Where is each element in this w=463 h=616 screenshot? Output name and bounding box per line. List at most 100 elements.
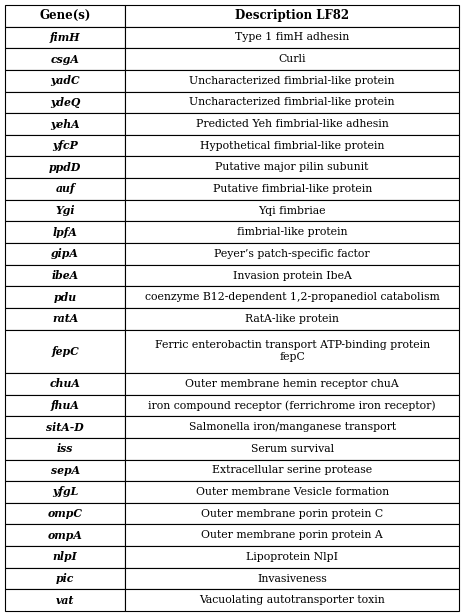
Text: ppdD: ppdD: [49, 162, 81, 173]
Text: ompC: ompC: [48, 508, 82, 519]
Text: Peyer’s patch-specific factor: Peyer’s patch-specific factor: [214, 249, 369, 259]
Text: gipA: gipA: [51, 248, 79, 259]
Text: sepA: sepA: [50, 465, 80, 476]
Bar: [5, 70, 125, 92]
Text: iron compound receptor (ferrichrome iron receptor): iron compound receptor (ferrichrome iron…: [148, 400, 435, 411]
Bar: [125, 568, 458, 590]
Text: Predicted Yeh fimbrial-like adhesin: Predicted Yeh fimbrial-like adhesin: [195, 119, 388, 129]
Bar: [125, 243, 458, 265]
Text: Invasion protein IbeA: Invasion protein IbeA: [232, 270, 351, 280]
Text: auf: auf: [55, 184, 75, 195]
Bar: [125, 221, 458, 243]
Text: yadC: yadC: [50, 75, 80, 86]
Text: yfgL: yfgL: [52, 487, 78, 498]
Text: Outer membrane porin protein C: Outer membrane porin protein C: [200, 509, 382, 519]
Text: Hypothetical fimbrial-like protein: Hypothetical fimbrial-like protein: [200, 140, 383, 151]
Bar: [5, 92, 125, 113]
Text: nlpI: nlpI: [53, 551, 77, 562]
Text: sitA-D: sitA-D: [46, 421, 84, 432]
Bar: [125, 286, 458, 308]
Bar: [125, 92, 458, 113]
Bar: [5, 481, 125, 503]
Text: fimH: fimH: [50, 32, 80, 43]
Text: Outer membrane hemin receptor chuA: Outer membrane hemin receptor chuA: [185, 379, 398, 389]
Text: Outer membrane porin protein A: Outer membrane porin protein A: [201, 530, 382, 540]
Bar: [5, 48, 125, 70]
Bar: [125, 200, 458, 221]
Text: pic: pic: [56, 573, 74, 584]
Text: Salmonella iron/manganese transport: Salmonella iron/manganese transport: [188, 422, 395, 432]
Text: Uncharacterized fimbrial-like protein: Uncharacterized fimbrial-like protein: [189, 97, 394, 107]
Text: coenzyme B12-dependent 1,2-propanediol catabolism: coenzyme B12-dependent 1,2-propanediol c…: [144, 292, 438, 302]
Bar: [125, 416, 458, 438]
Text: Description LF82: Description LF82: [235, 9, 349, 22]
Text: Putative major pilin subunit: Putative major pilin subunit: [215, 163, 368, 172]
Text: Lipoprotein NlpI: Lipoprotein NlpI: [246, 552, 338, 562]
Bar: [5, 221, 125, 243]
Text: Putative fimbrial-like protein: Putative fimbrial-like protein: [212, 184, 371, 194]
Text: Vacuolating autotransporter toxin: Vacuolating autotransporter toxin: [199, 595, 384, 605]
Bar: [125, 265, 458, 286]
Bar: [5, 416, 125, 438]
Bar: [125, 395, 458, 416]
Bar: [125, 48, 458, 70]
Text: Ferric enterobactin transport ATP-binding protein: Ferric enterobactin transport ATP-bindin…: [154, 340, 429, 351]
Text: Uncharacterized fimbrial-like protein: Uncharacterized fimbrial-like protein: [189, 76, 394, 86]
Bar: [125, 156, 458, 178]
Text: yehA: yehA: [50, 118, 80, 129]
Bar: [125, 26, 458, 48]
Bar: [5, 178, 125, 200]
Bar: [125, 70, 458, 92]
Bar: [5, 395, 125, 416]
Bar: [5, 156, 125, 178]
Text: Extracellular serine protease: Extracellular serine protease: [212, 465, 371, 476]
Bar: [5, 524, 125, 546]
Text: fhuA: fhuA: [50, 400, 80, 411]
Bar: [125, 460, 458, 481]
Bar: [125, 308, 458, 330]
Text: Gene(s): Gene(s): [39, 9, 91, 22]
Bar: [125, 524, 458, 546]
Text: iss: iss: [57, 443, 73, 454]
Text: Yqi fimbriae: Yqi fimbriae: [258, 206, 325, 216]
Bar: [125, 503, 458, 524]
Bar: [5, 438, 125, 460]
Text: lpfA: lpfA: [53, 227, 77, 238]
Bar: [125, 546, 458, 568]
Bar: [125, 590, 458, 611]
Text: Invasiveness: Invasiveness: [257, 573, 326, 583]
Text: Ygi: Ygi: [55, 205, 75, 216]
Text: Serum survival: Serum survival: [250, 444, 333, 453]
Bar: [5, 330, 125, 373]
Text: fimbrial-like protein: fimbrial-like protein: [237, 227, 347, 237]
Text: Curli: Curli: [278, 54, 305, 64]
Text: yfcP: yfcP: [52, 140, 78, 151]
Text: vat: vat: [56, 594, 74, 606]
Bar: [5, 265, 125, 286]
Bar: [5, 460, 125, 481]
Text: chuA: chuA: [50, 378, 81, 389]
Bar: [5, 590, 125, 611]
Bar: [5, 568, 125, 590]
Bar: [5, 308, 125, 330]
Bar: [5, 26, 125, 48]
Bar: [5, 113, 125, 135]
Bar: [5, 546, 125, 568]
Text: fepC: fepC: [51, 346, 79, 357]
Bar: [125, 481, 458, 503]
Bar: [5, 286, 125, 308]
Text: ydeQ: ydeQ: [50, 97, 80, 108]
Text: ratA: ratA: [52, 314, 78, 324]
Text: pdu: pdu: [54, 292, 76, 302]
Text: Type 1 fimH adhesin: Type 1 fimH adhesin: [235, 33, 349, 43]
Bar: [125, 5, 458, 26]
Bar: [5, 373, 125, 395]
Text: fepC: fepC: [279, 352, 304, 362]
Bar: [125, 135, 458, 156]
Bar: [5, 200, 125, 221]
Bar: [5, 5, 125, 26]
Text: RatA-like protein: RatA-like protein: [244, 314, 338, 324]
Text: Outer membrane Vesicle formation: Outer membrane Vesicle formation: [195, 487, 388, 497]
Text: csgA: csgA: [50, 54, 80, 65]
Bar: [125, 113, 458, 135]
